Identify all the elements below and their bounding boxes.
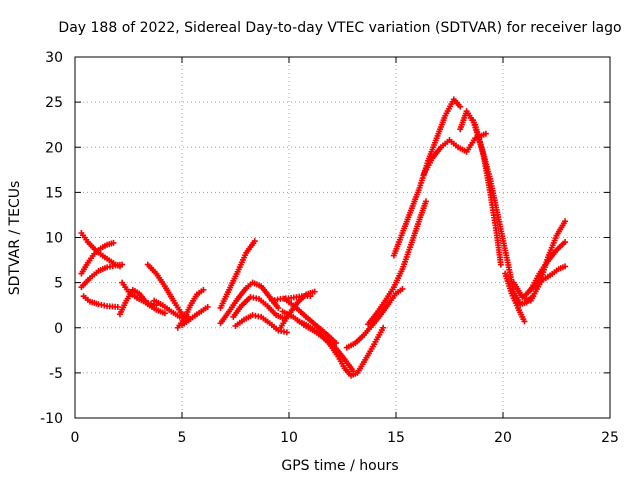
- y-tick-label: 30: [45, 50, 63, 66]
- series-arc-12: [217, 279, 282, 327]
- data-point: [497, 261, 504, 268]
- series-arc-24: [457, 108, 504, 268]
- data-point: [283, 329, 290, 336]
- series-arc-29: [527, 239, 569, 293]
- y-tick-label: 5: [54, 276, 63, 292]
- data-point: [275, 304, 282, 311]
- series-arc-22: [390, 96, 464, 259]
- data-points: [78, 96, 569, 379]
- data-point: [562, 218, 569, 225]
- data-point: [200, 286, 207, 293]
- data-point: [399, 285, 406, 292]
- series-arc-19: [294, 317, 387, 379]
- y-tick-label: 10: [45, 231, 63, 247]
- series-arc-9: [174, 286, 207, 331]
- x-tick-label: 5: [178, 430, 187, 446]
- ticks: 0 5 10 15 20 25 -10 -5 0 5 10 15 20 25 30: [40, 50, 619, 446]
- series-arc-26: [502, 270, 528, 325]
- data-point: [204, 303, 211, 310]
- series-arc-23: [420, 130, 489, 178]
- series-arc-6: [119, 279, 160, 309]
- data-point: [161, 310, 168, 317]
- data-point: [380, 324, 387, 331]
- data-point: [251, 238, 258, 245]
- data-point: [482, 130, 489, 137]
- x-tick-label: 15: [387, 430, 405, 446]
- data-point: [457, 103, 464, 110]
- x-axis-label: GPS time / hours: [281, 458, 398, 474]
- series-arc-3: [78, 261, 126, 291]
- data-point: [422, 198, 429, 205]
- series-arc-10: [179, 303, 211, 329]
- series-arc-4: [80, 293, 121, 310]
- y-tick-label: -5: [49, 366, 63, 382]
- series-arc-14: [232, 312, 290, 336]
- y-axis-label: SDTVAR / TECUs: [7, 181, 23, 296]
- data-point: [119, 261, 126, 268]
- data-point: [110, 239, 117, 246]
- y-tick-label: 0: [54, 321, 63, 337]
- y-tick-label: 25: [45, 95, 63, 111]
- data-point: [562, 239, 569, 246]
- x-tick-label: 20: [494, 430, 512, 446]
- x-tick-label: 25: [601, 430, 619, 446]
- y-tick-label: 20: [45, 140, 63, 156]
- series-arc-17: [281, 295, 340, 347]
- y-tick-label: 15: [45, 185, 63, 201]
- data-point: [114, 303, 121, 310]
- x-tick-label: 10: [280, 430, 298, 446]
- series-arc-13: [230, 294, 288, 322]
- series-arc-11: [217, 238, 258, 311]
- y-tick-label: -10: [40, 411, 63, 427]
- chart-title: Day 188 of 2022, Sidereal Day-to-day VTE…: [58, 20, 621, 36]
- x-tick-label: 0: [71, 430, 80, 446]
- series-arc-27: [510, 218, 569, 304]
- series-arc-21: [365, 198, 429, 328]
- data-point: [562, 263, 569, 270]
- series-arc-2: [78, 239, 117, 277]
- data-point: [311, 288, 318, 295]
- data-point: [521, 318, 528, 325]
- data-point: [333, 340, 340, 347]
